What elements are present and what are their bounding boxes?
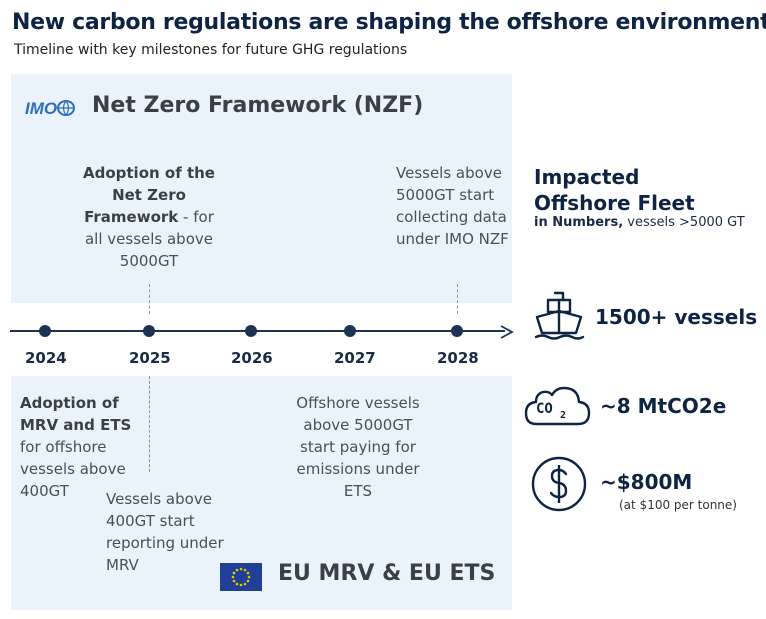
svg-text:IMO: IMO bbox=[25, 99, 57, 118]
timeline-arrow-icon bbox=[500, 324, 514, 343]
fleet-title-line2: Offshore Fleet bbox=[534, 191, 695, 215]
eu-milestone-2025: Vessels above 400GT start reporting unde… bbox=[106, 490, 224, 574]
stat-cost: ~$800M bbox=[600, 470, 693, 494]
page-title: New carbon regulations are shaping the o… bbox=[12, 10, 766, 35]
co2-cloud-icon: CO 2 bbox=[522, 380, 592, 434]
imo-logo: IMO bbox=[25, 98, 75, 118]
nzf-title: Net Zero Framework (NZF) bbox=[92, 93, 424, 118]
fleet-subtitle-rest: vessels >5000 GT bbox=[623, 215, 745, 230]
ship-icon bbox=[533, 289, 585, 345]
timeline-dot-2028 bbox=[451, 325, 463, 337]
timeline-axis bbox=[10, 330, 505, 332]
svg-text:CO: CO bbox=[536, 401, 553, 417]
fleet-subtitle: in Numbers, vessels >5000 GT bbox=[534, 215, 745, 230]
nzf-milestone-2025-rest: - for all vessels above 5000GT bbox=[84, 208, 214, 270]
eu-milestone-2027: Offshore vessels above 5000GT start payi… bbox=[296, 394, 420, 500]
page-subtitle: Timeline with key milestones for future … bbox=[14, 42, 408, 58]
dollar-icon bbox=[530, 455, 588, 517]
eu-milestone-2024-bold: Adoption of MRV and ETS bbox=[20, 394, 132, 434]
fleet-subtitle-bold: in Numbers, bbox=[534, 215, 624, 230]
nzf-panel bbox=[11, 74, 512, 303]
year-label: 2028 bbox=[437, 349, 479, 367]
stat-cost-note: (at $100 per tonne) bbox=[619, 498, 737, 512]
timeline-dot-2026 bbox=[245, 325, 257, 337]
eu-milestone-2024: Adoption of MRV and ETS for offshore ves… bbox=[20, 392, 138, 502]
connector-2028-top bbox=[457, 284, 458, 314]
year-label: 2025 bbox=[129, 349, 171, 367]
timeline-dot-2025 bbox=[143, 325, 155, 337]
year-label: 2024 bbox=[25, 349, 67, 367]
fleet-title: Impacted Offshore Fleet bbox=[534, 164, 695, 216]
fleet-title-line1: Impacted bbox=[534, 165, 640, 189]
timeline-dot-2027 bbox=[344, 325, 356, 337]
stat-emissions: ~8 MtCO2e bbox=[600, 394, 727, 418]
nzf-milestone-2025: Adoption of the Net Zero Framework - for… bbox=[78, 162, 220, 272]
eu-title: EU MRV & EU ETS bbox=[278, 561, 496, 586]
stat-vessels: 1500+ vessels bbox=[595, 305, 758, 329]
connector-2025-bottom bbox=[149, 376, 150, 472]
connector-2025-top bbox=[149, 284, 150, 314]
year-label: 2027 bbox=[334, 349, 376, 367]
eu-flag-icon bbox=[220, 563, 262, 591]
svg-text:2: 2 bbox=[560, 410, 566, 421]
year-label: 2026 bbox=[231, 349, 273, 367]
eu-milestone-2024-rest: for offshore vessels above 400GT bbox=[20, 438, 126, 500]
nzf-milestone-2025-bold: Adoption of the Net Zero Framework bbox=[83, 164, 215, 226]
nzf-milestone-2028: Vessels above 5000GT start collecting da… bbox=[396, 164, 509, 248]
timeline-dot-2024 bbox=[39, 325, 51, 337]
